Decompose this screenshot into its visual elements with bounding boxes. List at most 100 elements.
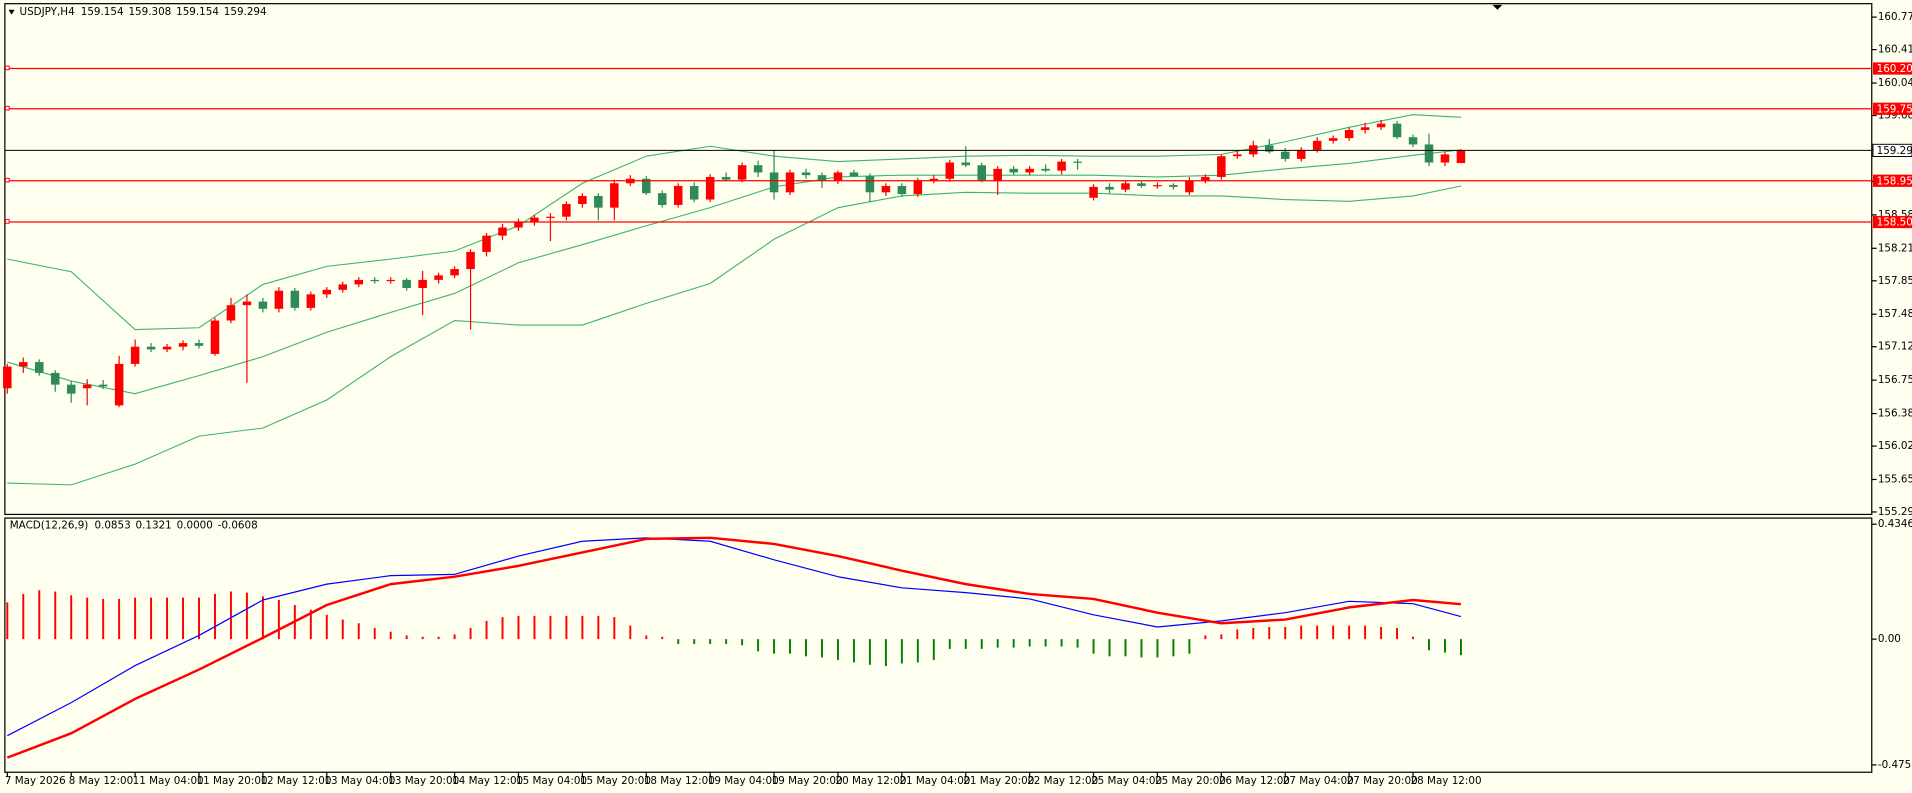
candle-body [1344, 129, 1354, 139]
x-tick-label: 21 May 04:00 [899, 775, 970, 787]
bollinger-band [7, 185, 1462, 486]
candle-body [737, 165, 747, 180]
candle-body [865, 176, 875, 193]
x-tick-label: 25 May 20:00 [1155, 775, 1226, 787]
y-tick-label: 160.770 [1878, 11, 1912, 23]
histogram-readout: -0.0608 [218, 519, 258, 531]
x-tick-label: 13 May 04:00 [324, 775, 395, 787]
y-tick-label: 160.41 [1878, 44, 1912, 56]
candle-body [1264, 145, 1274, 152]
x-tick-label: 25 May 04:00 [1091, 775, 1162, 787]
candle-body [1328, 138, 1338, 141]
bollinger-band [7, 114, 1461, 331]
candle-body [530, 217, 539, 223]
macd-line [7, 537, 1462, 737]
candle-body [769, 172, 779, 193]
x-tick-label: 22 May 12:00 [1027, 775, 1098, 787]
last-price-label: 159.294 [1877, 145, 1912, 157]
x-tick-label: 8 May 12:00 [69, 775, 133, 787]
candle-body [370, 279, 379, 282]
candle-body [1041, 168, 1050, 171]
candle-body [418, 279, 427, 289]
candle-body [1201, 176, 1210, 181]
candle-body [1249, 145, 1258, 155]
candle-body [1025, 168, 1034, 173]
candle-body [1312, 140, 1322, 150]
candle-body [833, 172, 843, 181]
candle-body [322, 289, 332, 295]
candle-body [1169, 185, 1178, 187]
signal-line [6, 536, 1462, 759]
x-tick-label: 28 May 12:00 [1411, 775, 1482, 787]
buffer-readout: 0.0000 [177, 519, 213, 531]
candle-body [210, 320, 220, 354]
candle-body [162, 346, 172, 350]
candle-body [82, 384, 92, 389]
candle-body [146, 346, 156, 350]
candle-body [673, 185, 683, 205]
candle-body [450, 269, 459, 276]
level-anchor [4, 65, 10, 71]
x-tick-label: 26 May 12:00 [1219, 775, 1290, 787]
low-readout: 159.154 [176, 6, 219, 18]
x-tick-label: 20 May 12:00 [836, 775, 907, 787]
candle-body [881, 185, 891, 193]
candle-body [1456, 150, 1466, 164]
x-tick-label: 15 May 20:00 [580, 775, 651, 787]
plot-layer: 160.770160.41160.04159.680159.310158.950… [3, 11, 1912, 787]
candle-body [354, 279, 364, 285]
candle-body [897, 185, 907, 195]
candle-body [1233, 154, 1242, 157]
candle-body [610, 183, 619, 208]
candle-body [849, 172, 859, 177]
x-tick-label: 12 May 12:00 [260, 775, 331, 787]
y-tick-label: 0.00 [1878, 633, 1901, 645]
candle-body [274, 290, 284, 309]
candle-body [1392, 123, 1402, 138]
x-tick-label: 27 May 20:00 [1347, 775, 1418, 787]
candle-body [1121, 183, 1130, 190]
candle-body [705, 176, 715, 200]
x-tick-label: 18 May 12:00 [644, 775, 715, 787]
candle-body [929, 178, 939, 181]
candle-body [657, 193, 667, 205]
y-tick-label: 160.04 [1878, 77, 1912, 89]
candle-body [689, 185, 699, 200]
macd-title: MACD(12,26,9) [10, 519, 89, 531]
symbol-menu-icon[interactable] [8, 9, 15, 15]
candle-body [1137, 183, 1146, 186]
y-tick-label: 155.650 [1878, 473, 1912, 485]
candle-body [178, 343, 188, 347]
candle-body [98, 384, 108, 387]
y-tick-label: 156.750 [1878, 374, 1912, 386]
high-readout: 159.308 [128, 6, 171, 18]
candle-body [993, 168, 1002, 181]
candle-body [50, 372, 60, 385]
candle-body [1089, 186, 1098, 198]
level-price-box [1872, 174, 1912, 187]
candle-body [753, 165, 763, 173]
y-tick-label: 0.4346 [1878, 518, 1912, 530]
macd-header: MACD(12,26,9) 0.0853 0.1321 0.0000 -0.0608 [10, 519, 258, 531]
candle-body [1009, 168, 1018, 173]
y-tick-label: 157.850 [1878, 275, 1912, 287]
x-tick-label: 11 May 20:00 [197, 775, 268, 787]
candle-body [194, 343, 204, 346]
candle-body [562, 204, 571, 217]
y-tick-label: 157.120 [1878, 341, 1912, 353]
x-tick-label: 15 May 04:00 [516, 775, 587, 787]
close-readout: 159.294 [224, 6, 267, 18]
candle-body [1424, 144, 1434, 163]
candle-body [114, 363, 124, 406]
candle-body [498, 227, 507, 236]
candle-body [1360, 127, 1370, 130]
level-anchor [4, 105, 10, 111]
candle-body [578, 195, 587, 205]
candle-body [290, 290, 300, 308]
level-price-box [1872, 62, 1912, 75]
candle-body [434, 275, 443, 280]
chart-shift-marker[interactable] [1492, 4, 1503, 10]
level-price-label: 158.958 [1877, 175, 1912, 187]
